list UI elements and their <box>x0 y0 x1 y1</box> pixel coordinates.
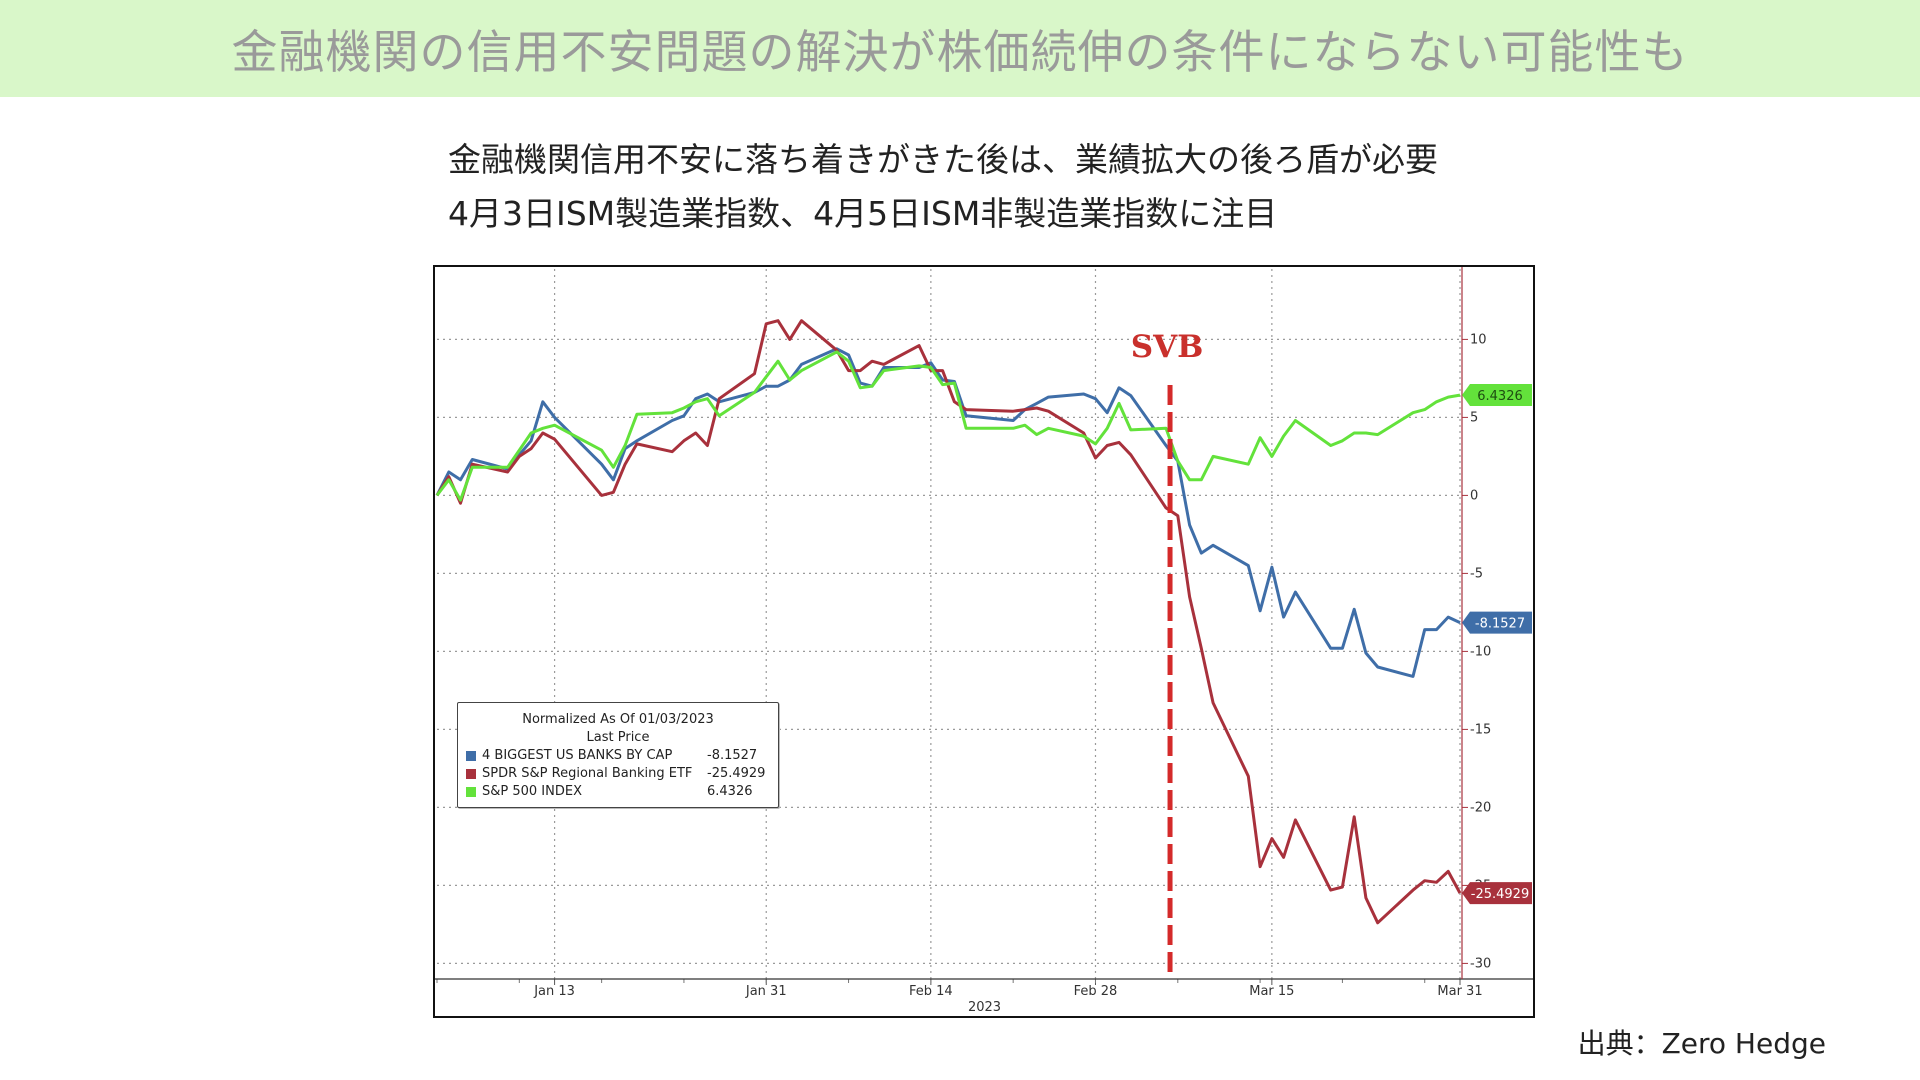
series-line-0 <box>435 347 1461 678</box>
subtitle-line-2: 4月3日ISM製造業指数、4月5日ISM非製造業指数に注目 <box>448 194 1278 233</box>
legend-item-value: 6.4326 <box>707 784 753 799</box>
legend-header-last-price: Last Price <box>586 730 650 745</box>
legend-item-label: S&P 500 INDEX <box>482 784 582 799</box>
subtitle-line-1: 金融機関信用不安に落ち着きがきた後は、業績拡大の後ろ盾が必要 <box>448 140 1438 179</box>
last-price-tag: -8.1527 <box>1462 611 1532 634</box>
y-tick-label: 5 <box>1470 410 1478 425</box>
last-price-label-layer: -8.1527 -25.4929 6.4326 <box>1462 384 1532 905</box>
last-price-tag-text: -8.1527 <box>1475 617 1525 632</box>
x-tick-label: Mar 15 <box>1249 984 1294 999</box>
legend-swatch <box>466 751 476 761</box>
x-axis-title: 2023 <box>968 1000 1001 1015</box>
last-price-tag-box <box>1462 882 1532 905</box>
legend-item-regional-banks: SPDR S&P Regional Banking ETF -25.4929 <box>458 765 778 783</box>
y-tick-label: 0 <box>1470 488 1478 503</box>
y-tick-label: 10 <box>1470 332 1487 347</box>
legend-swatch <box>466 787 476 797</box>
y-tick-label: -10 <box>1470 644 1491 659</box>
legend-swatch <box>466 769 476 779</box>
series-line-2 <box>435 350 1461 502</box>
last-price-tag-box <box>1462 611 1532 634</box>
legend-item-sp500: S&P 500 INDEX 6.4326 <box>458 783 778 801</box>
series-layer <box>435 319 1462 925</box>
y-tick-label: -15 <box>1470 722 1491 737</box>
last-price-tag: -25.4929 <box>1462 882 1532 905</box>
legend-header: Normalized As Of 01/03/2023 Last Price <box>458 711 778 747</box>
legend-item-value: -8.1527 <box>707 748 758 763</box>
chart-legend: Normalized As Of 01/03/2023 Last Price 4… <box>457 702 779 808</box>
x-tick-label: Jan 31 <box>745 984 787 999</box>
source-credit: 出典：Zero Hedge <box>1577 1027 1826 1060</box>
last-price-tag-text: 6.4326 <box>1477 389 1523 404</box>
series-line-1 <box>435 319 1462 925</box>
y-tick-label: -30 <box>1470 956 1491 971</box>
legend-item-big-banks: 4 BIGGEST US BANKS BY CAP -8.1527 <box>458 747 778 765</box>
page-title: 金融機関の信用不安問題の解決が株価続伸の条件にならない可能性も <box>231 24 1689 79</box>
x-tick-label: Feb 14 <box>909 984 953 999</box>
last-price-tag-text: -25.4929 <box>1471 887 1529 902</box>
last-price-tag: 6.4326 <box>1462 384 1532 407</box>
svb-annotation-label: SVB <box>1131 329 1204 365</box>
x-tick-label: Feb 28 <box>1074 984 1118 999</box>
legend-item-label: SPDR S&P Regional Banking ETF <box>482 766 693 781</box>
legend-item-label: 4 BIGGEST US BANKS BY CAP <box>482 748 673 763</box>
last-price-tag-box <box>1462 384 1532 407</box>
subtitle-block: 金融機関信用不安に落ち着きがきた後は、業績拡大の後ろ盾が必要 4月3日ISM製造… <box>448 133 1438 241</box>
header-banner: 金融機関の信用不安問題の解決が株価続伸の条件にならない可能性も <box>0 0 1920 97</box>
legend-header-normalized: Normalized As Of 01/03/2023 <box>522 712 714 727</box>
legend-item-value: -25.4929 <box>707 766 766 781</box>
y-tick-label: -20 <box>1470 800 1491 815</box>
y-tick-label: -5 <box>1470 566 1483 581</box>
x-tick-label: Mar 31 <box>1437 984 1482 999</box>
annotation-layer: SVB <box>1131 329 1204 979</box>
x-tick-label: Jan 13 <box>533 984 575 999</box>
grid-layer <box>437 269 1462 979</box>
